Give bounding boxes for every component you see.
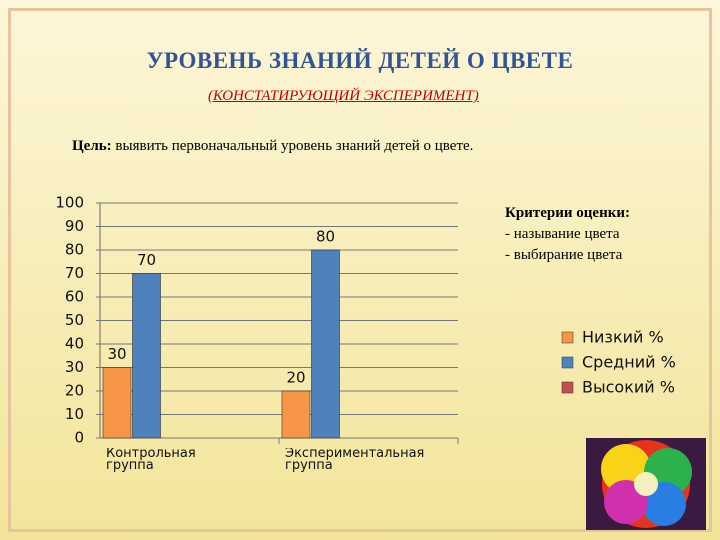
- legend-label: Низкий %: [582, 328, 664, 347]
- goal-label: Цель:: [72, 138, 112, 154]
- bar: [281, 390, 311, 439]
- legend-swatch: [561, 356, 574, 369]
- y-tick-label: 50: [65, 311, 84, 329]
- bar: [102, 367, 132, 439]
- criteria-item: - выбирание цвета: [505, 247, 623, 263]
- data-label: 30: [107, 345, 126, 363]
- legend-swatch: [561, 381, 574, 394]
- y-tick-label: 0: [74, 429, 84, 447]
- legend-label: Высокий %: [582, 378, 675, 397]
- subtitle: (КОНСТАТИРУЮЩИЙ ЭКСПЕРИМЕНТ): [208, 88, 479, 104]
- goal-text: выявить первоначальный уровень знаний де…: [115, 138, 474, 154]
- y-tick-label: 40: [65, 335, 84, 353]
- y-tick-label: 100: [55, 194, 84, 212]
- criteria: Критерии оценки: - называние цвета - выб…: [505, 203, 630, 266]
- x-tick-label-box: Экспериментальная группа: [285, 448, 425, 473]
- goal: Цель: выявить первоначальный уровень зна…: [72, 138, 473, 155]
- frame: [8, 8, 712, 532]
- y-tick-label: 60: [65, 288, 84, 306]
- criteria-title: Критерии оценки:: [505, 205, 630, 221]
- bar: [132, 273, 161, 439]
- y-tick-label: 90: [65, 217, 84, 235]
- legend-label: Средний %: [582, 353, 676, 372]
- data-label: 80: [316, 228, 335, 246]
- legend-swatch: [561, 331, 574, 344]
- x-tick-label-box: Контрольная группа: [106, 448, 196, 473]
- y-tick-label: 70: [65, 264, 84, 282]
- y-tick-label: 80: [65, 241, 84, 259]
- y-tick-label: 30: [65, 358, 84, 376]
- flower: [586, 438, 706, 530]
- y-tick-label: 20: [65, 382, 84, 400]
- title: УРОВЕНЬ ЗНАНИЙ ДЕТЕЙ О ЦВЕТЕ: [146, 48, 574, 73]
- x-tick-label: Контрольная группа: [106, 448, 196, 473]
- criteria-item: - называние цвета: [505, 226, 620, 242]
- y-tick-label: 10: [65, 405, 84, 423]
- data-label: 70: [137, 251, 156, 269]
- x-tick-label: Экспериментальная группа: [285, 448, 425, 473]
- bar: [311, 249, 340, 439]
- data-label: 20: [286, 369, 305, 387]
